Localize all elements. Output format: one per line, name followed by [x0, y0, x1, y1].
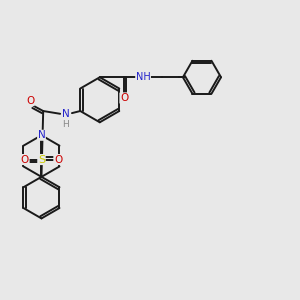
Text: N: N	[62, 110, 70, 119]
Text: O: O	[120, 93, 128, 103]
Text: N: N	[38, 130, 45, 140]
Text: S: S	[38, 154, 45, 164]
Text: H: H	[62, 120, 69, 129]
Text: O: O	[54, 154, 62, 164]
Text: O: O	[21, 154, 29, 164]
Text: NH: NH	[136, 72, 150, 82]
Text: O: O	[26, 96, 34, 106]
